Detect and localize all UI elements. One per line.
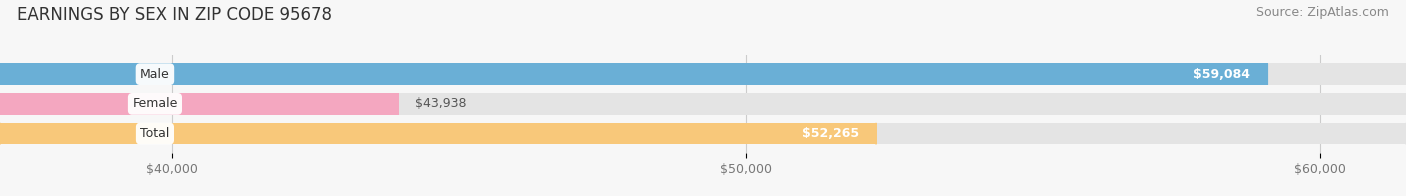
- Bar: [0, 123, 876, 144]
- Bar: [0, 123, 1406, 144]
- Text: Total: Total: [141, 127, 170, 140]
- Bar: [0, 64, 1406, 85]
- Bar: [0, 64, 1267, 85]
- Text: $52,265: $52,265: [801, 127, 859, 140]
- Text: Female: Female: [132, 97, 177, 110]
- Text: Source: ZipAtlas.com: Source: ZipAtlas.com: [1256, 6, 1389, 19]
- Text: EARNINGS BY SEX IN ZIP CODE 95678: EARNINGS BY SEX IN ZIP CODE 95678: [17, 6, 332, 24]
- Text: $43,938: $43,938: [415, 97, 467, 110]
- Text: $59,084: $59,084: [1194, 68, 1250, 81]
- Bar: [0, 93, 1406, 115]
- Text: Male: Male: [141, 68, 170, 81]
- Bar: [0, 93, 398, 115]
